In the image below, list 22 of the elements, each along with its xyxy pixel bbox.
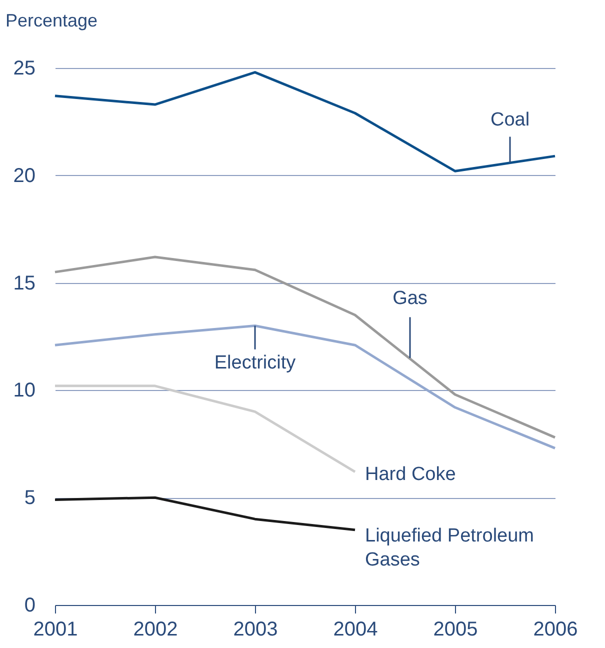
series-label: Gas (392, 288, 428, 309)
x-tick-label: 2004 (333, 618, 378, 640)
line-series (54, 496, 356, 532)
y-tick-label: 10 (13, 380, 36, 402)
line-series (54, 256, 556, 439)
series-label: Coal (490, 110, 530, 131)
y-axis-title: Percentage (6, 10, 98, 30)
x-tick-label: 2002 (133, 618, 178, 640)
x-tick-label: 2006 (533, 618, 578, 640)
line-series (54, 324, 556, 450)
x-tick-label: 2005 (433, 618, 478, 640)
x-tick-label: 2003 (233, 618, 278, 640)
y-tick-label: 15 (13, 272, 36, 294)
series-label: Electricity (214, 352, 296, 374)
y-tick-label: 5 (24, 487, 36, 510)
y-tick-label: 20 (13, 164, 36, 187)
series-label: Liquefied Petroleum Gases (365, 526, 534, 571)
y-tick-label: 25 (13, 58, 36, 80)
y-tick-label: 0 (24, 594, 36, 616)
series-label: Hard Coke (365, 464, 456, 485)
line-series (54, 71, 556, 172)
x-tick-label: 2001 (33, 618, 78, 640)
